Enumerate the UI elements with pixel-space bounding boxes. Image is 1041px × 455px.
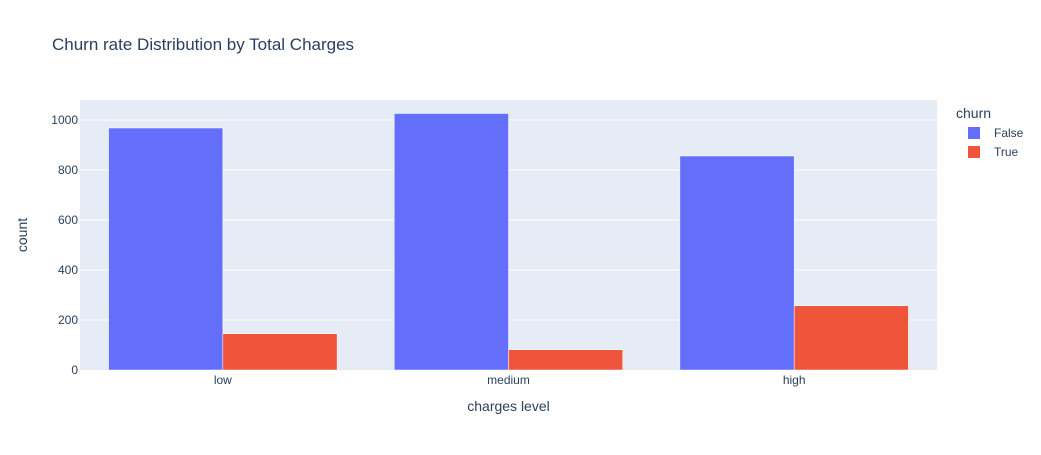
bars (108, 113, 909, 371)
legend-label: True (994, 145, 1019, 159)
bar-medium-false[interactable] (393, 113, 509, 371)
x-axis-label: charges level (467, 398, 550, 414)
y-axis-ticks: 0 200 400 600 800 1000 (51, 113, 78, 377)
y-axis-label: count (14, 218, 30, 252)
y-tick-label: 0 (71, 363, 78, 377)
y-tick-label: 1000 (51, 113, 78, 127)
legend-swatch (968, 127, 980, 139)
x-tick-label: medium (487, 373, 530, 387)
y-tick-label: 600 (58, 213, 78, 227)
y-tick-label: 200 (58, 313, 78, 327)
y-tick-label: 400 (58, 263, 78, 277)
y-tick-label: 800 (58, 163, 78, 177)
bar-high-false[interactable] (679, 155, 795, 371)
x-tick-label: high (783, 373, 806, 387)
legend-item-false[interactable]: False (968, 126, 1024, 140)
legend-items[interactable]: False True (968, 126, 1024, 159)
bar-low-true[interactable] (222, 333, 338, 371)
legend-swatch (968, 146, 980, 158)
legend-label: False (994, 126, 1024, 140)
legend-title: churn (956, 105, 991, 121)
legend[interactable]: churn False True (956, 105, 1024, 159)
x-tick-label: low (214, 373, 232, 387)
bar-low-false[interactable] (108, 127, 224, 371)
x-axis-ticks: low medium high (214, 373, 806, 387)
legend-item-true[interactable]: True (968, 145, 1019, 159)
bar-high-true[interactable] (793, 305, 909, 371)
bar-medium-true[interactable] (508, 349, 624, 371)
chart-title: Churn rate Distribution by Total Charges (52, 35, 354, 54)
